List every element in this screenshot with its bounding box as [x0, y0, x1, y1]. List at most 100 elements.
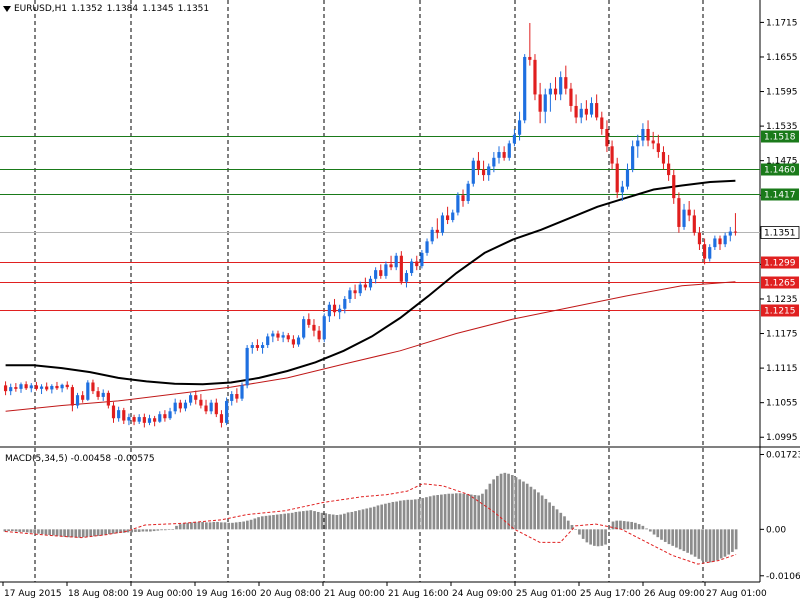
- macd-histogram-bar: [454, 493, 458, 530]
- macd-histogram-bar: [663, 529, 667, 542]
- macd-histogram-bar: [645, 528, 648, 530]
- time-axis-label: 20 Aug 08:00: [260, 589, 321, 599]
- macd-histogram-bar: [559, 512, 563, 530]
- candle-body: [137, 417, 141, 422]
- macd-histogram-bar: [540, 495, 544, 530]
- candle-body: [219, 414, 224, 423]
- macd-histogram-bar: [421, 498, 425, 530]
- macd-histogram-bar: [395, 501, 398, 530]
- macd-histogram-bar: [63, 529, 66, 537]
- candle-body: [620, 186, 624, 193]
- time-axis-label: 26 Aug 09:00: [644, 589, 705, 599]
- price-pane-background: [0, 0, 760, 447]
- level-label-box-support: [761, 276, 799, 289]
- macd-histogram-bar: [458, 493, 462, 530]
- macd-histogram-bar: [369, 507, 372, 530]
- macd-signal-value: -0.00575: [114, 454, 155, 464]
- macd-histogram-bar: [301, 511, 305, 530]
- macd-histogram-bar: [160, 529, 163, 531]
- candle-body: [55, 385, 59, 389]
- macd-histogram-bar: [548, 502, 551, 530]
- candle-body: [101, 392, 105, 397]
- price-axis-label: 1.1655: [766, 53, 798, 63]
- macd-histogram-bar: [589, 529, 592, 545]
- macd-histogram-bar: [212, 521, 216, 530]
- price-axis-label: 1.1475: [766, 157, 798, 167]
- macd-histogram-bar: [660, 529, 663, 540]
- macd-histogram-bar: [402, 500, 406, 530]
- candle-body: [497, 152, 501, 158]
- macd-histogram-bar: [3, 529, 7, 532]
- candle-body: [661, 152, 666, 164]
- macd-histogram-bar: [272, 515, 275, 530]
- candle-body: [410, 261, 414, 274]
- macd-histogram-bar: [253, 518, 257, 530]
- candle-body: [569, 88, 573, 106]
- macd-histogram-bar: [447, 493, 451, 530]
- candle-body: [204, 405, 208, 412]
- macd-histogram-bar: [387, 502, 391, 530]
- macd-histogram-bar: [37, 529, 40, 534]
- macd-histogram-bar: [701, 529, 704, 561]
- macd-histogram-bar: [671, 529, 675, 546]
- macd-histogram-bar: [734, 529, 738, 550]
- macd-histogram-bar: [596, 529, 600, 547]
- candle-body: [106, 392, 110, 406]
- macd-axis-label: 0.01723: [766, 450, 800, 460]
- macd-histogram-bar: [410, 499, 413, 530]
- candle-body: [702, 244, 707, 259]
- macd-histogram-bar: [335, 515, 339, 530]
- macd-histogram-bar: [615, 520, 619, 530]
- candle-body: [81, 395, 85, 400]
- symbol-dropdown-icon[interactable]: [3, 5, 11, 12]
- macd-histogram-bar: [331, 514, 335, 530]
- time-axis-label: 19 Aug 16:00: [196, 589, 257, 599]
- macd-main-value: -0.00458: [70, 454, 112, 464]
- time-axis-label: 25 Aug 01:00: [516, 589, 577, 599]
- macd-histogram-bar: [716, 529, 719, 561]
- current-price-box: [760, 226, 800, 239]
- macd-histogram-bar: [499, 473, 503, 530]
- macd-histogram-bar: [305, 510, 309, 530]
- candle-body: [456, 195, 460, 213]
- macd-histogram-bar: [152, 529, 156, 532]
- macd-histogram-bar: [626, 521, 630, 530]
- price-axis-label: 1.1235: [766, 295, 798, 305]
- macd-histogram-bar: [481, 493, 484, 530]
- level-label-box-support: [761, 304, 799, 317]
- candle-body: [579, 108, 583, 118]
- candle-body: [327, 304, 331, 317]
- macd-histogram-bar: [380, 504, 384, 530]
- level-label-resistance: 1.1417: [764, 191, 796, 201]
- candle-body: [451, 212, 455, 221]
- macd-histogram-bar: [163, 529, 167, 531]
- candle-body: [687, 209, 691, 216]
- level-label-support: 1.1299: [764, 259, 796, 269]
- time-axis-label: 24 Aug 09:00: [452, 589, 513, 599]
- level-layer: [0, 136, 760, 311]
- macd-histogram-bar: [234, 522, 238, 530]
- price-axis-layer: 1.17151.16551.15951.15351.14751.14151.13…: [760, 18, 800, 443]
- macd-histogram-bar: [477, 495, 481, 530]
- candle-body: [163, 414, 167, 419]
- macd-histogram-bar: [242, 521, 245, 530]
- macd-histogram-bar: [204, 522, 208, 530]
- candle-body: [553, 88, 558, 95]
- macd-histogram-bar: [55, 529, 59, 536]
- candle-body: [178, 402, 182, 409]
- candle-body: [117, 410, 121, 419]
- candle-body: [363, 284, 367, 288]
- candle-body: [189, 395, 193, 403]
- candle-body: [538, 94, 542, 112]
- candle-body: [615, 163, 619, 193]
- macd-histogram-bar: [462, 493, 466, 530]
- macd-histogram-bar: [563, 516, 566, 530]
- macd-histogram-bar: [652, 529, 656, 535]
- candle-body: [296, 337, 301, 345]
- candle-body: [379, 270, 383, 276]
- macd-histogram-bar: [141, 529, 145, 532]
- macd-histogram-bar: [74, 529, 78, 538]
- macd-histogram-bar: [85, 529, 89, 537]
- macd-histogram-bar: [361, 509, 365, 530]
- candle-body: [317, 330, 321, 340]
